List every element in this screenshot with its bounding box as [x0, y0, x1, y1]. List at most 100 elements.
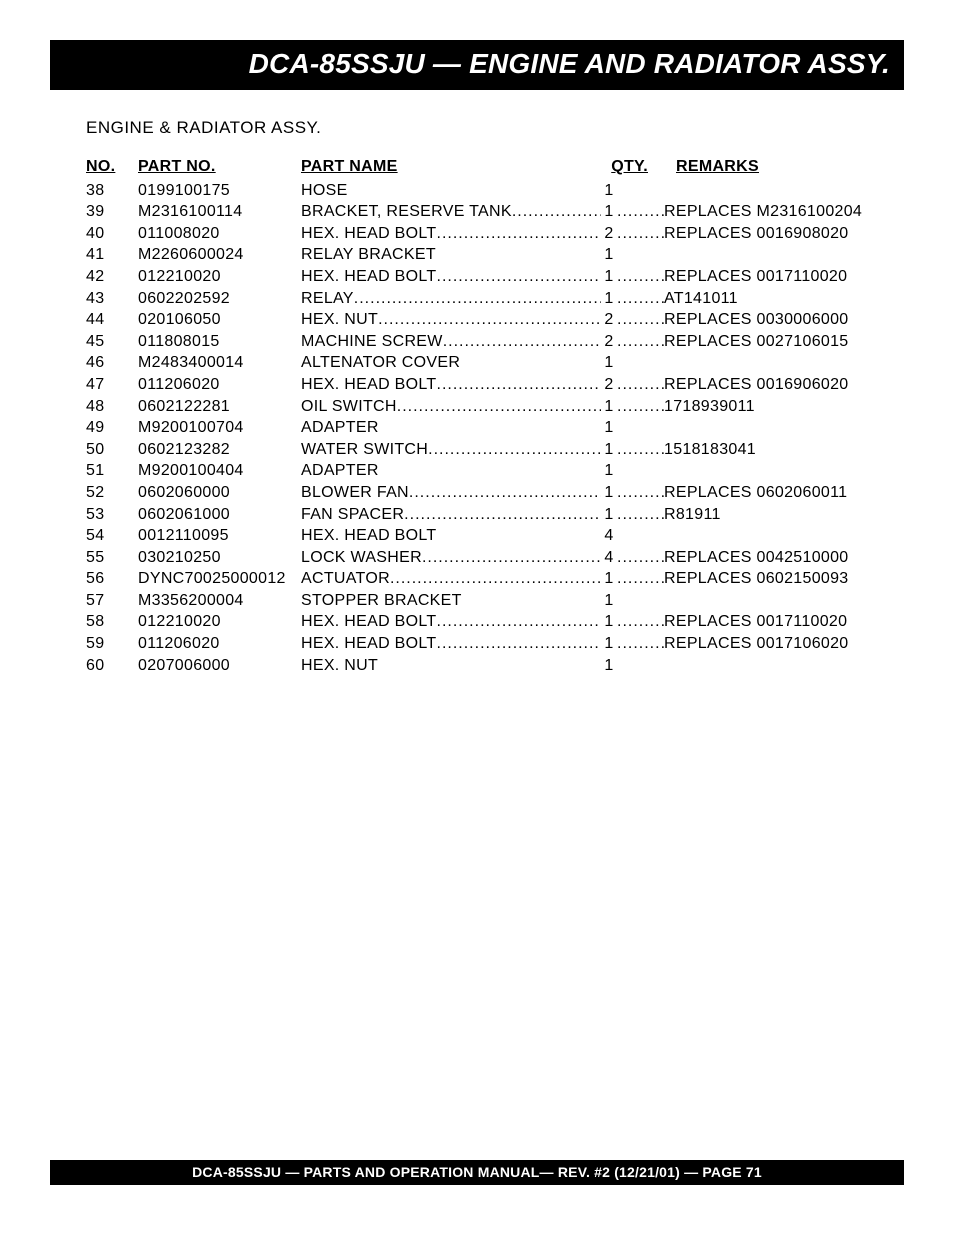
cell-part-name: FAN SPACER [301, 504, 404, 526]
cell-part-no: 012210020 [138, 611, 301, 633]
cell-name-group: ADAPTER [301, 417, 601, 439]
table-row: 49M9200100704ADAPTER1 [86, 417, 906, 439]
leader-dots: ........................................… [443, 331, 601, 353]
table-header-row: NO. PART NO. PART NAME QTY. REMARKS [86, 156, 906, 178]
table-row: 46M2483400014ALTENATOR COVER1 [86, 352, 906, 374]
cell-name-group: FAN SPACER .............................… [301, 504, 601, 526]
leader-dots: ........................................… [437, 633, 602, 655]
page: DCA-85SSJU — ENGINE AND RADIATOR ASSY. E… [0, 0, 954, 1235]
cell-part-name: WATER SWITCH [301, 439, 428, 461]
cell-remarks: 1518183041 [664, 439, 756, 461]
cell-no: 43 [86, 288, 138, 310]
cell-remarks: REPLACES 0602150093 [664, 568, 849, 590]
cell-part-name: BRACKET, RESERVE TANK [301, 201, 512, 223]
cell-remarks-group: ........................................… [617, 547, 849, 569]
cell-part-name: ACTUATOR [301, 568, 390, 590]
cell-part-name: HOSE [301, 180, 348, 202]
cell-qty: 1 [601, 201, 617, 223]
cell-qty: 1 [601, 460, 617, 482]
cell-qty: 1 [601, 396, 617, 418]
leader-dots: ........................................… [404, 504, 601, 526]
col-header-part-name: PART NAME [301, 156, 398, 178]
cell-name-group: RELAY BRACKET [301, 244, 601, 266]
table-row: 500602123282WATER SWITCH ...............… [86, 439, 906, 461]
leader-dots: ........................................… [409, 482, 601, 504]
leader-dots: ........................................… [437, 374, 602, 396]
cell-part-no: 020106050 [138, 309, 301, 331]
table-row: 57M3356200004STOPPER BRACKET1 [86, 590, 906, 612]
leader-dots: ........................................… [422, 547, 601, 569]
cell-name-group: HEX. NUT [301, 655, 601, 677]
cell-part-no: 030210250 [138, 547, 301, 569]
cell-part-name: HEX. HEAD BOLT [301, 633, 437, 655]
leader-dots: ........................................… [617, 568, 664, 590]
cell-part-no: 0602202592 [138, 288, 301, 310]
cell-part-no: M2483400014 [138, 352, 301, 374]
col-header-qty: QTY. [611, 156, 648, 178]
cell-qty: 1 [601, 590, 617, 612]
table-row: 55030210250LOCK WASHER .................… [86, 547, 906, 569]
cell-no: 59 [86, 633, 138, 655]
cell-part-no: M9200100704 [138, 417, 301, 439]
leader-dots: ........................................… [617, 309, 664, 331]
cell-name-group: MACHINE SCREW ..........................… [301, 331, 601, 353]
cell-no: 60 [86, 655, 138, 677]
cell-remarks-group: ........................................… [617, 504, 721, 526]
cell-no: 56 [86, 568, 138, 590]
table-row: 51M9200100404ADAPTER1 [86, 460, 906, 482]
cell-name-group: BLOWER FAN .............................… [301, 482, 601, 504]
cell-no: 57 [86, 590, 138, 612]
cell-part-name: MACHINE SCREW [301, 331, 443, 353]
cell-part-name: HEX. HEAD BOLT [301, 266, 437, 288]
col-header-remarks: REMARKS [648, 156, 759, 178]
leader-dots: ........................................… [617, 331, 664, 353]
cell-name-group: HEX. HEAD BOLT .........................… [301, 374, 601, 396]
leader-dots: ........................................… [617, 396, 664, 418]
cell-remarks: REPLACES 0017110020 [664, 266, 847, 288]
cell-no: 49 [86, 417, 138, 439]
table-row: 59011206020HEX. HEAD BOLT ..............… [86, 633, 906, 655]
leader-dots: ........................................… [437, 223, 602, 245]
cell-part-no: 011206020 [138, 374, 301, 396]
cell-name-group: HEX. HEAD BOLT .........................… [301, 266, 601, 288]
footer-text: DCA-85SSJU — PARTS AND OPERATION MANUAL—… [192, 1164, 762, 1180]
cell-remarks: AT141011 [664, 288, 738, 310]
cell-remarks-group: ........................................… [617, 201, 862, 223]
cell-part-no: 0199100175 [138, 180, 301, 202]
cell-remarks-group: ........................................… [617, 396, 755, 418]
cell-remarks: REPLACES 0016906020 [664, 374, 849, 396]
section-title: ENGINE & RADIATOR ASSY. [86, 118, 904, 138]
leader-dots: ........................................… [617, 223, 664, 245]
table-row: 42012210020HEX. HEAD BOLT ..............… [86, 266, 906, 288]
cell-remarks-group: ........................................… [617, 568, 849, 590]
cell-part-no: 0207006000 [138, 655, 301, 677]
cell-remarks: REPLACES 0016908020 [664, 223, 849, 245]
cell-no: 41 [86, 244, 138, 266]
table-row: 40011008020HEX. HEAD BOLT ..............… [86, 223, 906, 245]
table-row: 530602061000FAN SPACER .................… [86, 504, 906, 526]
cell-qty: 1 [601, 417, 617, 439]
table-row: 520602060000BLOWER FAN .................… [86, 482, 906, 504]
leader-dots: ........................................… [617, 611, 664, 633]
cell-part-name: RELAY [301, 288, 354, 310]
col-header-part-no: PART NO. [138, 156, 301, 178]
leader-dots: ........................................… [617, 374, 664, 396]
table-row: 380199100175HOSE1 [86, 180, 906, 202]
cell-no: 46 [86, 352, 138, 374]
cell-name-group: STOPPER BRACKET [301, 590, 601, 612]
table-row: 58012210020HEX. HEAD BOLT ..............… [86, 611, 906, 633]
cell-part-no: 012210020 [138, 266, 301, 288]
leader-dots: ........................................… [378, 309, 601, 331]
cell-remarks-group: ........................................… [617, 288, 738, 310]
table-row: 44020106050HEX. NUT ....................… [86, 309, 906, 331]
leader-dots: ........................................… [390, 568, 601, 590]
page-title: DCA-85SSJU — ENGINE AND RADIATOR ASSY. [249, 48, 890, 79]
cell-qty: 2 [601, 374, 617, 396]
cell-qty: 4 [601, 547, 617, 569]
cell-qty: 1 [601, 244, 617, 266]
cell-name-group: HOSE [301, 180, 601, 202]
cell-remarks: R81911 [664, 504, 721, 526]
leader-dots: ........................................… [617, 547, 664, 569]
leader-dots: ........................................… [354, 288, 601, 310]
cell-name-group: HEX. HEAD BOLT .........................… [301, 633, 601, 655]
